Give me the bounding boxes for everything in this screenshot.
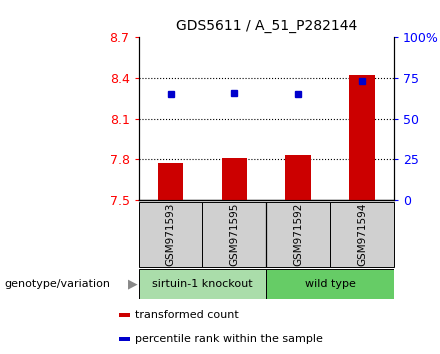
- Text: ▶: ▶: [128, 278, 137, 291]
- Bar: [139, 269, 266, 299]
- Bar: [222, 158, 247, 200]
- Text: wild type: wild type: [304, 279, 356, 289]
- Text: GSM971594: GSM971594: [357, 203, 367, 266]
- Text: GSM971593: GSM971593: [165, 203, 176, 266]
- Bar: [202, 202, 266, 267]
- Text: GSM971595: GSM971595: [229, 203, 239, 266]
- Bar: [119, 337, 131, 341]
- Bar: [330, 202, 394, 267]
- Bar: [266, 269, 394, 299]
- Bar: [286, 155, 311, 200]
- Text: genotype/variation: genotype/variation: [4, 279, 110, 289]
- Bar: [139, 202, 202, 267]
- Text: percentile rank within the sample: percentile rank within the sample: [135, 334, 323, 344]
- Text: transformed count: transformed count: [135, 310, 238, 320]
- Text: GSM971592: GSM971592: [293, 203, 303, 266]
- Bar: [266, 202, 330, 267]
- Text: sirtuin-1 knockout: sirtuin-1 knockout: [152, 279, 253, 289]
- Title: GDS5611 / A_51_P282144: GDS5611 / A_51_P282144: [176, 19, 357, 33]
- Bar: [119, 313, 131, 316]
- Bar: [158, 164, 183, 200]
- Bar: [349, 75, 375, 200]
